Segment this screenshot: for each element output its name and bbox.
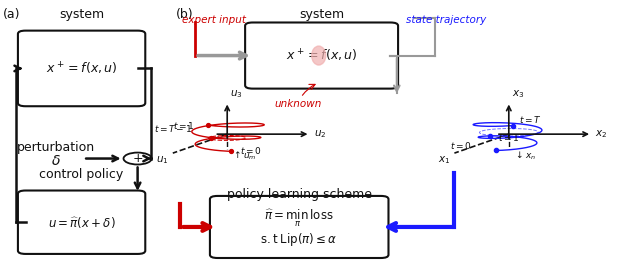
Text: $x_1$: $x_1$ <box>438 154 450 166</box>
Text: $x^+ = f(x,u)$: $x^+ = f(x,u)$ <box>46 60 117 77</box>
Text: $\downarrow x_n$: $\downarrow x_n$ <box>514 150 536 162</box>
Text: $u_1$: $u_1$ <box>156 154 168 166</box>
Text: $\delta$: $\delta$ <box>51 154 61 168</box>
Text: $x_2$: $x_2$ <box>595 128 607 140</box>
Text: control policy: control policy <box>40 168 124 181</box>
Text: $\uparrow u_m$: $\uparrow u_m$ <box>232 150 257 162</box>
FancyBboxPatch shape <box>18 191 145 254</box>
Text: $x_3$: $x_3$ <box>512 88 524 100</box>
Text: $t=T-1$: $t=T-1$ <box>154 123 191 134</box>
Text: (a): (a) <box>3 8 20 21</box>
Text: (b): (b) <box>176 8 194 21</box>
Circle shape <box>124 153 152 164</box>
Text: $t=1$: $t=1$ <box>498 132 519 143</box>
Ellipse shape <box>312 46 326 65</box>
Text: system: system <box>59 8 104 21</box>
Text: perturbation: perturbation <box>17 141 95 154</box>
Text: $t=1$: $t=1$ <box>173 120 195 131</box>
Text: $+$: $+$ <box>132 152 143 165</box>
Text: $t=0$: $t=0$ <box>241 145 262 156</box>
Text: unknown: unknown <box>274 99 321 109</box>
Text: state trajectory: state trajectory <box>406 15 486 25</box>
Text: $u_2$: $u_2$ <box>314 128 326 140</box>
FancyBboxPatch shape <box>18 31 145 106</box>
FancyBboxPatch shape <box>210 196 388 258</box>
Text: $x^+ = f(x,u)$: $x^+ = f(x,u)$ <box>286 47 357 64</box>
Text: $t=0$: $t=0$ <box>450 140 472 151</box>
Text: $u_3$: $u_3$ <box>230 88 243 100</box>
Text: $t=T$: $t=T$ <box>520 114 542 125</box>
Text: $u = \widehat{\pi}(x+\delta)$: $u = \widehat{\pi}(x+\delta)$ <box>48 215 115 230</box>
Text: system: system <box>299 8 344 21</box>
Text: $\mathrm{s.t}\;\mathrm{Lip}(\pi) \leq \alpha$: $\mathrm{s.t}\;\mathrm{Lip}(\pi) \leq \a… <box>260 231 338 248</box>
Text: $\widehat{\pi} = \min_{\pi}\,\mathrm{loss}$: $\widehat{\pi} = \min_{\pi}\,\mathrm{los… <box>264 208 334 229</box>
FancyBboxPatch shape <box>245 22 398 89</box>
Text: expert input: expert input <box>182 15 246 25</box>
Text: policy learning scheme: policy learning scheme <box>227 188 372 201</box>
